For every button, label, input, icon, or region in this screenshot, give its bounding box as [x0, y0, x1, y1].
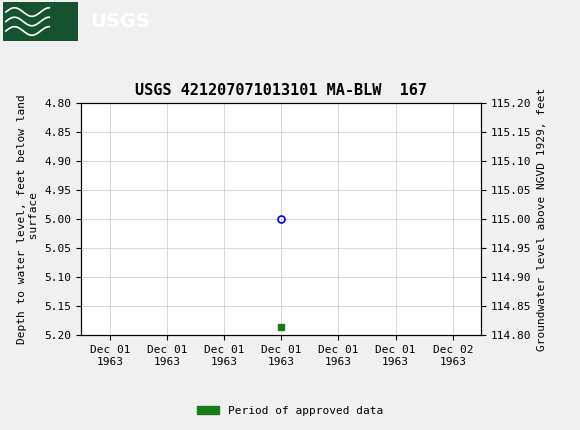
Y-axis label: Groundwater level above NGVD 1929, feet: Groundwater level above NGVD 1929, feet	[537, 88, 547, 351]
FancyBboxPatch shape	[3, 2, 78, 41]
Y-axis label: Depth to water level, feet below land
 surface: Depth to water level, feet below land su…	[17, 95, 39, 344]
Title: USGS 421207071013101 MA-BLW  167: USGS 421207071013101 MA-BLW 167	[135, 83, 427, 98]
Legend: Period of approved data: Period of approved data	[193, 401, 387, 420]
Text: USGS: USGS	[90, 12, 150, 31]
